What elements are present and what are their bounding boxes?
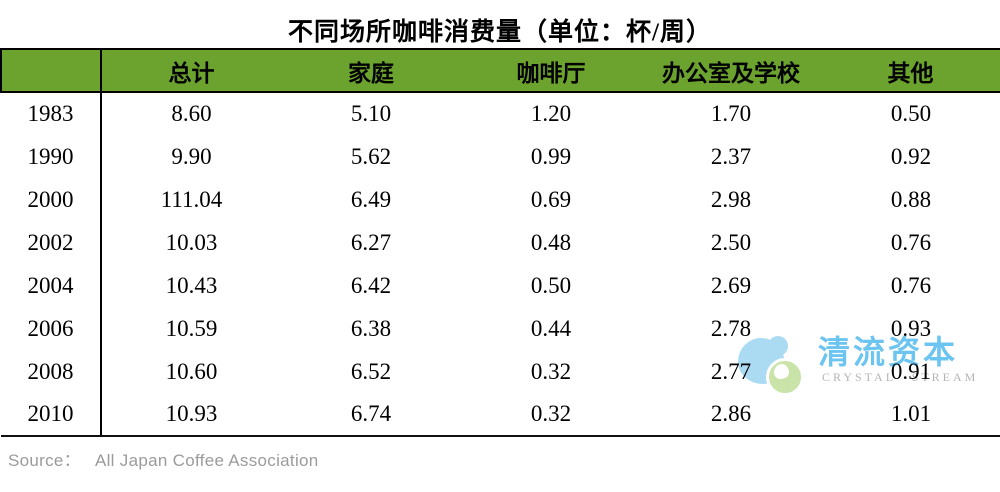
value-cell: 6.42: [350, 272, 392, 298]
value-cell: 0.91: [890, 358, 932, 384]
consumption-table: 总计 家庭 咖啡厅 办公室及学校 其他 1983 8.60 5.10 1.20 …: [0, 48, 1000, 437]
year-cell: 2010: [1, 393, 102, 437]
value-cell: 6.49: [350, 186, 392, 212]
table-row: 2004 10.43 6.42 0.50 2.69 0.76: [1, 264, 1000, 307]
value-cell: 0.76: [890, 229, 932, 255]
value-cell: 0.88: [890, 186, 932, 212]
value-cell: 2.86: [641, 393, 821, 437]
value-cell: 0.99: [530, 143, 572, 169]
value-cell: 2.78: [710, 315, 752, 341]
column-header-total: 总计: [101, 48, 281, 93]
column-header-office-school: 办公室及学校: [641, 48, 821, 93]
year-cell: 1983: [1, 92, 102, 135]
value-cell: 6.27: [350, 229, 392, 255]
column-header-home: 家庭: [281, 48, 461, 93]
value-cell: 0.76: [890, 272, 932, 298]
value-cell: 2.69: [710, 272, 752, 298]
value-cell: 2.50: [710, 229, 752, 255]
value-cell: 0.69: [530, 186, 572, 212]
crystal-stream-logo-icon: [738, 336, 810, 396]
value-cell: 0.44: [530, 315, 572, 341]
value-cell: 8.60: [171, 101, 212, 126]
value-cell: 0.32: [530, 358, 572, 384]
year-cell: 1990: [1, 135, 102, 178]
watermark: 清流资本 CRYSTAL STREAM: [738, 334, 975, 396]
value-cell: 0.48: [530, 229, 572, 255]
source-line: Source： All Japan Coffee Association: [8, 446, 319, 471]
column-header-cafe: 咖啡厅: [461, 48, 641, 93]
value-cell: 1.01: [821, 393, 1000, 437]
watermark-name: 清流资本: [818, 334, 959, 370]
column-header-blank: [0, 48, 102, 93]
table-row: 2010 10.93 6.74 0.32 2.86 1.01: [1, 393, 1000, 437]
table-row: 2000 111.04 6.49 0.69 2.98 0.88: [1, 178, 1000, 221]
value-cell: 10.60: [165, 358, 218, 384]
value-cell: 0.50: [890, 101, 932, 126]
value-cell: 2.37: [710, 143, 752, 169]
value-cell: 6.38: [350, 315, 392, 341]
year-cell: 2006: [1, 307, 102, 350]
column-header-other: 其他: [821, 48, 1000, 93]
value-cell: 5.62: [350, 143, 392, 169]
value-cell: 2.98: [710, 186, 752, 212]
value-cell: 1.70: [710, 101, 752, 126]
year-cell: 2002: [1, 221, 102, 264]
value-cell: 0.50: [530, 272, 572, 298]
watermark-subtitle: CRYSTAL STREAM: [822, 370, 979, 384]
value-cell: 6.52: [350, 358, 392, 384]
value-cell: 0.93: [890, 315, 932, 341]
value-cell: 0.92: [890, 143, 932, 169]
value-cell: 5.10: [350, 101, 392, 126]
source-text: All Japan Coffee Association: [94, 451, 319, 470]
year-cell: 2000: [1, 178, 102, 221]
table-row: 1983 8.60 5.10 1.20 1.70 0.50: [1, 92, 1000, 135]
value-cell: 9.90: [171, 143, 212, 169]
value-cell: 2.77: [710, 358, 752, 384]
value-cell: 6.74: [281, 393, 461, 437]
value-cell: 111.04: [160, 186, 223, 212]
year-cell: 2008: [1, 350, 102, 393]
table-row: 1990 9.90 5.62 0.99 2.37 0.92: [1, 135, 1000, 178]
value-cell: 10.93: [101, 393, 281, 437]
value-cell: 1.20: [530, 101, 572, 126]
year-cell: 2004: [1, 264, 102, 307]
table-row: 2006 10.59 6.38 0.44 2.78 0.93: [1, 307, 1000, 350]
table-row: 2008 10.60 6.52 0.32 2.77 0.91: [1, 350, 1000, 393]
source-label: Source：: [8, 451, 81, 470]
table-row: 2002 10.03 6.27 0.48 2.50 0.76: [1, 221, 1000, 264]
value-cell: 10.43: [165, 272, 218, 298]
value-cell: 0.32: [461, 393, 641, 437]
page-title: 不同场所咖啡消费量（单位：杯/周）: [288, 19, 712, 46]
value-cell: 10.59: [165, 315, 218, 341]
header-row: 总计 家庭 咖啡厅 办公室及学校 其他: [0, 48, 1000, 93]
value-cell: 10.03: [165, 229, 218, 255]
